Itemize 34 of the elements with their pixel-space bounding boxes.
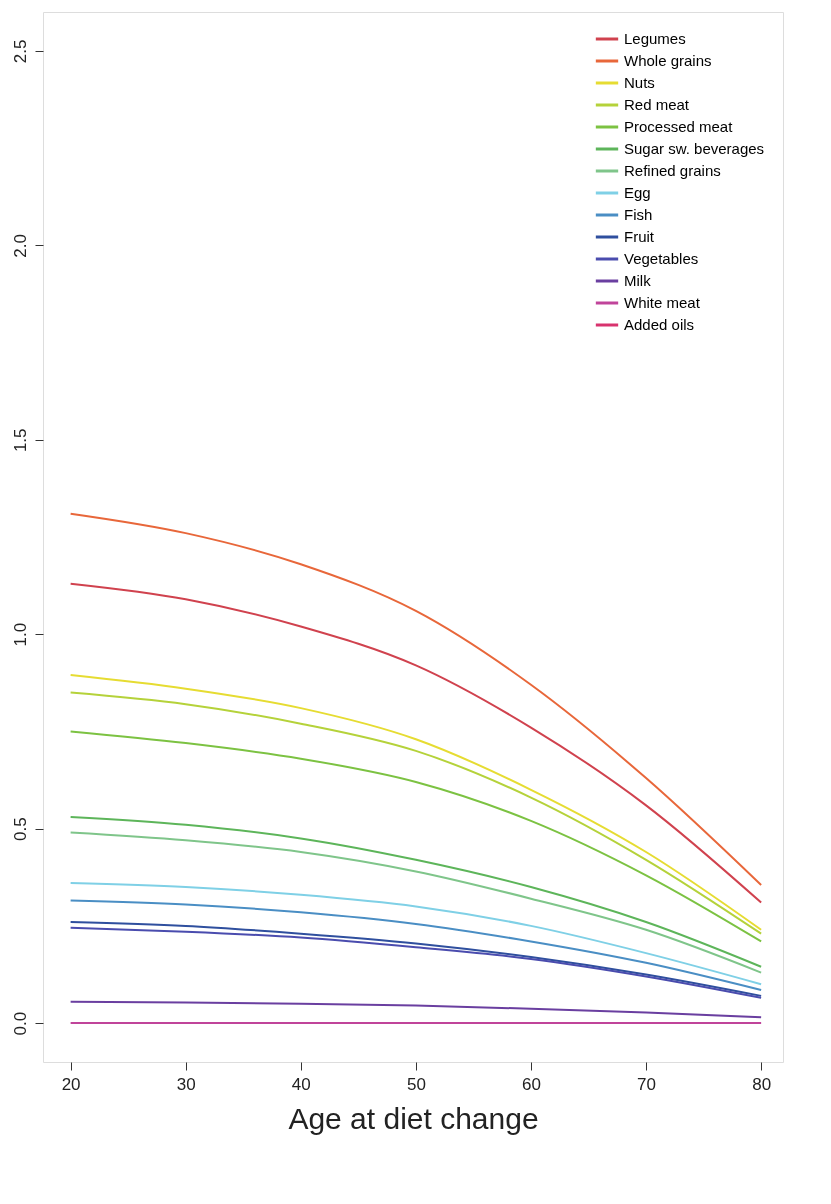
- legend-label: Legumes: [624, 30, 686, 47]
- line-series: [69, 1000, 763, 1019]
- legend-label: Egg: [624, 184, 651, 201]
- x-tick-label: 70: [637, 1074, 657, 1094]
- line-series: [69, 882, 763, 986]
- legend-label: Nuts: [624, 74, 655, 91]
- legend-label: Milk: [624, 272, 652, 289]
- legend-label: Sugar sw. beverages: [624, 140, 765, 157]
- x-tick-label: 60: [522, 1074, 541, 1094]
- line-series: [69, 899, 763, 992]
- x-tick-label: 20: [61, 1074, 81, 1094]
- legend-label: Red meat: [624, 96, 690, 113]
- legend-label: Fish: [624, 206, 653, 223]
- legend-label: Processed meat: [624, 118, 734, 135]
- y-tick-label: 2.0: [10, 234, 30, 258]
- line-series: [69, 512, 763, 887]
- x-axis-title: Age at diet change: [288, 1101, 539, 1135]
- legend-label: Refined grains: [624, 162, 721, 179]
- line-series: [69, 582, 763, 904]
- legend-label: White meat: [624, 294, 701, 311]
- legend-label: Added oils: [624, 316, 695, 333]
- y-tick-label: 1.0: [10, 622, 30, 647]
- legend-label: Whole grains: [624, 52, 712, 69]
- x-tick-label: 30: [176, 1074, 196, 1094]
- line-series: [69, 730, 763, 943]
- legend-label: Vegetables: [624, 250, 699, 267]
- x-tick-label: 40: [291, 1074, 311, 1094]
- y-tick-label: 2.5: [10, 39, 30, 64]
- y-tick-label: 0.5: [10, 817, 30, 841]
- x-tick-label: 50: [406, 1074, 426, 1094]
- y-tick-label: 0.0: [10, 1011, 30, 1036]
- x-tick-label: 80: [752, 1074, 772, 1094]
- legend-label: Fruit: [624, 228, 655, 245]
- y-tick-label: 1.5: [10, 428, 30, 453]
